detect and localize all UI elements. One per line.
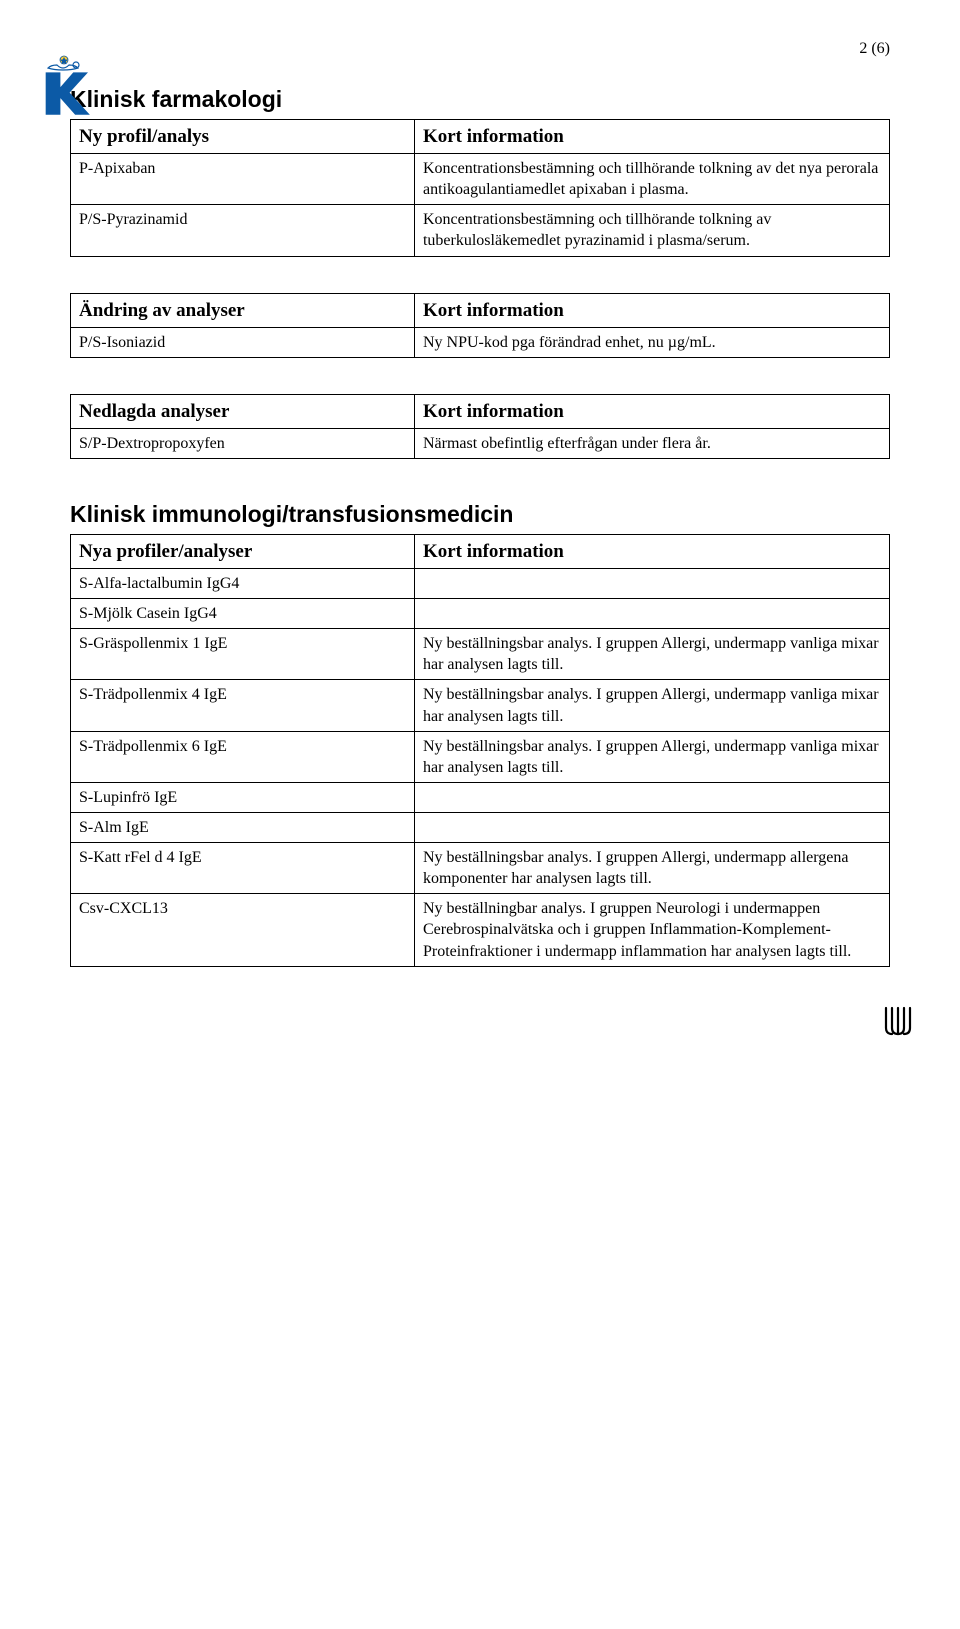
table-header-row: Ny profil/analys Kort information [71, 120, 890, 154]
table-row: S-Katt rFel d 4 IgE Ny beställningsbar a… [71, 843, 890, 894]
analysis-name: S-Trädpollenmix 4 IgE [79, 684, 406, 705]
analysis-name: S-Katt rFel d 4 IgE [79, 847, 406, 868]
table-row: S/P-Dextropropoxyfen Närmast obefintlig … [71, 428, 890, 458]
analysis-info: Ny beställningbar analys. I gruppen Neur… [423, 898, 881, 961]
table-andring-av-analyser: Ändring av analyser Kort information P/S… [70, 293, 890, 358]
table-row: S-Alm IgE [71, 812, 890, 842]
analysis-name: S-Trädpollenmix 6 IgE [79, 736, 406, 757]
table-row: S-Mjölk Casein IgG4 [71, 599, 890, 629]
analysis-name: Csv-CXCL13 [79, 898, 406, 919]
analysis-name: P-Apixaban [79, 158, 406, 179]
analysis-name: S-Mjölk Casein IgG4 [79, 603, 406, 624]
analysis-info: Ny beställningsbar analys. I gruppen All… [423, 736, 881, 778]
table-nya-profiler-analyser: Nya profiler/analyser Kort information S… [70, 534, 890, 967]
analysis-name: P/S-Isoniazid [79, 332, 406, 353]
analysis-info [423, 817, 881, 835]
section-title-farmakologi: Klinisk farmakologi [70, 86, 890, 113]
table-row: P-Apixaban Koncentrationsbestämning och … [71, 154, 890, 205]
analysis-name: S-Alm IgE [79, 817, 406, 838]
table-row: Csv-CXCL13 Ny beställningbar analys. I g… [71, 894, 890, 966]
page-number: 2 (6) [70, 40, 890, 58]
column-header: Nedlagda analyser [71, 394, 415, 428]
analysis-info: Koncentrationsbestämning och tillhörande… [423, 209, 881, 251]
table-row: P/S-Isoniazid Ny NPU-kod pga förändrad e… [71, 327, 890, 357]
table-row: S-Trädpollenmix 4 IgE Ny beställningsbar… [71, 680, 890, 731]
column-header: Ny profil/analys [71, 120, 415, 154]
column-header: Kort information [414, 293, 889, 327]
table-header-row: Nedlagda analyser Kort information [71, 394, 890, 428]
analysis-name: S-Gräspollenmix 1 IgE [79, 633, 406, 654]
analysis-info: Koncentrationsbestämning och tillhörande… [423, 158, 881, 200]
table-header-row: Ändring av analyser Kort information [71, 293, 890, 327]
analysis-info [423, 603, 881, 621]
table-row: S-Gräspollenmix 1 IgE Ny beställningsbar… [71, 629, 890, 680]
k-logo-icon [42, 54, 92, 125]
table-nedlagda-analyser: Nedlagda analyser Kort information S/P-D… [70, 394, 890, 459]
analysis-name: S-Lupinfrö IgE [79, 787, 406, 808]
table-header-row: Nya profiler/analyser Kort information [71, 534, 890, 568]
analysis-info: Närmast obefintlig efterfrågan under fle… [423, 433, 881, 454]
column-header: Kort information [414, 534, 889, 568]
table-row: P/S-Pyrazinamid Koncentrationsbestämning… [71, 205, 890, 256]
analysis-name: S-Alfa-lactalbumin IgG4 [79, 573, 406, 594]
column-header: Nya profiler/analyser [71, 534, 415, 568]
analysis-info [423, 787, 881, 805]
column-header: Kort information [414, 120, 889, 154]
footer-logo-icon [880, 1002, 916, 1043]
column-header: Ändring av analyser [71, 293, 415, 327]
table-row: S-Alfa-lactalbumin IgG4 [71, 568, 890, 598]
section-title-immunologi: Klinisk immunologi/transfusionsmedicin [70, 501, 890, 528]
table-row: S-Lupinfrö IgE [71, 782, 890, 812]
column-header: Kort information [414, 394, 889, 428]
analysis-name: S/P-Dextropropoxyfen [79, 433, 406, 454]
analysis-info [423, 573, 881, 591]
analysis-info: Ny NPU-kod pga förändrad enhet, nu µg/mL… [423, 332, 881, 353]
analysis-info: Ny beställningsbar analys. I gruppen All… [423, 684, 881, 726]
table-row: S-Trädpollenmix 6 IgE Ny beställningsbar… [71, 731, 890, 782]
analysis-name: P/S-Pyrazinamid [79, 209, 406, 230]
analysis-info: Ny beställningsbar analys. I gruppen All… [423, 633, 881, 675]
table-ny-profil-analys: Ny profil/analys Kort information P-Apix… [70, 119, 890, 257]
analysis-info: Ny beställningsbar analys. I gruppen All… [423, 847, 881, 889]
